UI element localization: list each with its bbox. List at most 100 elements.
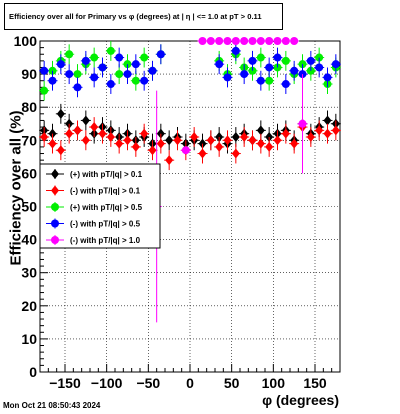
data-point — [56, 108, 65, 119]
data-point — [140, 128, 149, 139]
data-point — [240, 131, 249, 142]
data-point — [40, 86, 49, 95]
data-point — [248, 37, 257, 45]
y-tick-label: 80 — [21, 99, 37, 115]
data-point — [115, 53, 124, 62]
data-point — [265, 63, 274, 72]
data-point — [148, 145, 157, 156]
data-point — [273, 37, 282, 45]
data-point — [40, 131, 49, 142]
y-tick-label: 10 — [21, 331, 37, 347]
data-point — [165, 155, 174, 166]
y-tick-label: 70 — [21, 132, 37, 148]
data-point — [290, 66, 299, 75]
axes: −150 −100 −50 0 50 100 150 0 10 20 30 40 50 60 70 80 90 1… — [14, 33, 341, 391]
data-point — [148, 66, 157, 75]
data-point — [215, 141, 224, 152]
data-point — [131, 60, 140, 69]
data-point — [315, 125, 324, 136]
x-tick-label: 50 — [224, 375, 240, 391]
data-point — [40, 66, 49, 75]
y-tick-label: 40 — [21, 232, 37, 248]
data-point — [290, 37, 299, 45]
data-point — [106, 131, 115, 142]
data-point — [98, 128, 107, 139]
data-point — [65, 70, 74, 79]
data-point — [273, 135, 282, 146]
data-point — [256, 37, 265, 45]
data-point — [273, 53, 282, 62]
data-point — [190, 131, 199, 142]
data-point — [98, 63, 107, 72]
data-point — [48, 138, 57, 149]
legend: (+) with pT/|q| > 0.1 (-) with pT/|q| > 0… — [39, 163, 161, 249]
data-point — [140, 76, 149, 85]
data-point — [123, 135, 132, 146]
data-point — [315, 63, 324, 72]
data-point — [215, 60, 224, 69]
data-point — [115, 70, 124, 79]
legend-marker — [51, 185, 59, 196]
data-point — [240, 37, 249, 45]
y-tick-label: 50 — [21, 199, 37, 215]
x-tick-label: −100 — [91, 375, 123, 391]
data-point — [65, 50, 74, 59]
data-point — [106, 80, 115, 89]
legend-entry: (-) with pT/|q| > 1.0 — [70, 236, 141, 245]
x-tick-label: 150 — [303, 375, 327, 391]
data-point — [115, 138, 124, 149]
data-point — [90, 122, 99, 133]
data-point — [156, 138, 165, 149]
x-axis-label: φ (degrees) — [262, 392, 339, 408]
data-point — [106, 46, 115, 55]
data-point — [306, 131, 315, 142]
legend-marker — [51, 203, 59, 211]
data-point — [90, 73, 99, 82]
data-point — [331, 125, 340, 136]
legend-marker — [51, 219, 59, 228]
data-point — [256, 76, 265, 85]
data-point — [206, 37, 215, 45]
data-point — [265, 141, 274, 152]
x-tick-label: −150 — [49, 375, 81, 391]
data-point — [223, 135, 232, 146]
y-tick-label: 60 — [21, 165, 37, 181]
data-point — [173, 135, 182, 146]
data-point — [206, 135, 215, 146]
data-point — [90, 53, 99, 62]
chart-title: Efficiency over all for Primary vs φ (de… — [9, 12, 262, 21]
y-tick-label: 0 — [29, 364, 37, 380]
x-tick-label: 0 — [186, 375, 194, 391]
data-point — [281, 80, 290, 89]
data-point — [281, 56, 290, 65]
data-point — [223, 73, 232, 82]
y-tick-label: 100 — [14, 33, 38, 49]
data-point — [248, 135, 257, 146]
data-point — [231, 37, 240, 45]
data-point — [290, 138, 299, 149]
title-box: Efficiency over all for Primary vs φ (de… — [4, 3, 283, 30]
data-point — [156, 50, 165, 59]
data-point — [56, 60, 65, 69]
data-point — [140, 53, 149, 62]
data-point — [248, 56, 257, 65]
legend-marker — [51, 169, 59, 179]
legend-entry: (-) with pT/|q| > 0.5 — [70, 220, 141, 229]
y-tick-label: 90 — [21, 66, 37, 82]
data-point — [256, 53, 265, 62]
data-point — [73, 70, 82, 79]
data-point — [181, 146, 190, 155]
data-point — [265, 37, 274, 45]
data-point — [265, 76, 274, 85]
data-point — [215, 37, 224, 45]
data-point — [131, 141, 140, 152]
data-point — [223, 37, 232, 45]
data-point — [198, 148, 207, 159]
data-point — [123, 70, 132, 79]
legend-entry: (+) with pT/|q| > 0.1 — [70, 170, 143, 179]
data-point — [240, 70, 249, 79]
timestamp: Mon Oct 21 08:50:43 2024 — [3, 401, 101, 410]
data-point — [281, 37, 290, 45]
y-tick-label: 20 — [21, 298, 37, 314]
legend-entry: (+) with pT/|q| > 0.5 — [70, 203, 143, 212]
